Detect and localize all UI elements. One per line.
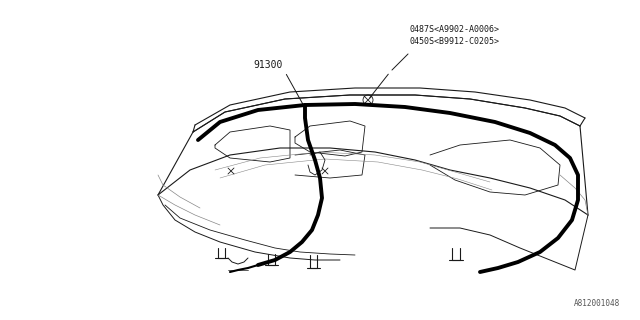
Text: 91300: 91300 xyxy=(253,60,283,70)
Text: 0450S<B9912-C0205>: 0450S<B9912-C0205> xyxy=(410,37,500,46)
Text: A812001048: A812001048 xyxy=(573,299,620,308)
Text: 0487S<A9902-A0006>: 0487S<A9902-A0006> xyxy=(410,26,500,35)
